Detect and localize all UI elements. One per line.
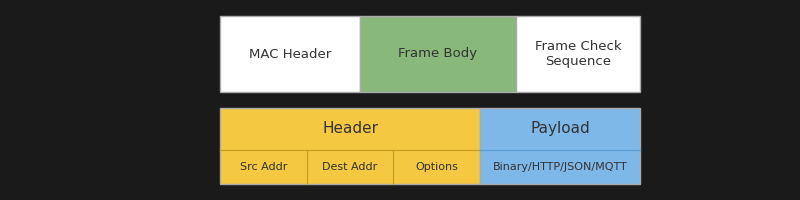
- Text: Payload: Payload: [530, 121, 590, 136]
- Bar: [360, 16, 516, 92]
- Bar: [516, 16, 640, 92]
- Text: Options: Options: [415, 162, 458, 172]
- Text: Src Addr: Src Addr: [240, 162, 287, 172]
- Text: Binary/HTTP/JSON/MQTT: Binary/HTTP/JSON/MQTT: [493, 162, 627, 172]
- Text: Header: Header: [322, 121, 378, 136]
- Bar: [480, 108, 640, 184]
- Bar: [220, 108, 480, 184]
- Text: Dest Addr: Dest Addr: [322, 162, 378, 172]
- Text: Frame Check
Sequence: Frame Check Sequence: [534, 40, 622, 68]
- Text: MAC Header: MAC Header: [249, 47, 331, 60]
- Text: Frame Body: Frame Body: [398, 47, 478, 60]
- Bar: [220, 16, 360, 92]
